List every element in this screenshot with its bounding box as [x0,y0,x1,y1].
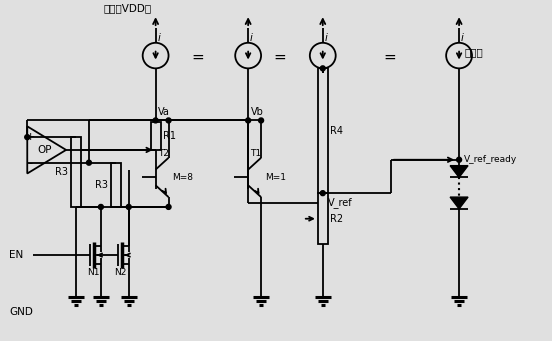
Circle shape [153,118,158,123]
Text: T2: T2 [158,149,168,158]
Text: R3: R3 [95,180,108,190]
Text: T1: T1 [250,149,261,158]
Text: Vb: Vb [251,107,264,118]
Text: 电源（VDD）: 电源（VDD） [104,3,152,13]
Polygon shape [450,166,468,177]
Circle shape [98,205,103,209]
Text: R4: R4 [330,126,343,136]
Circle shape [320,66,325,71]
Circle shape [166,205,171,209]
Text: i: i [250,33,253,43]
Text: V_ref_ready: V_ref_ready [464,155,517,164]
Circle shape [126,205,131,209]
Bar [151,122,161,150]
Circle shape [258,118,263,123]
Text: =: = [383,50,396,65]
Text: R2: R2 [330,214,343,224]
Polygon shape [450,197,468,209]
Circle shape [87,160,92,165]
Text: 电流源: 电流源 [464,48,483,58]
Text: =: = [191,50,204,65]
Text: i: i [325,33,328,43]
Text: R3: R3 [55,167,68,177]
Circle shape [246,118,251,123]
Circle shape [320,191,325,196]
Text: V_ref: V_ref [328,197,352,208]
Text: R1: R1 [163,131,176,141]
Text: EN: EN [9,250,24,260]
Text: -: - [28,158,32,168]
Circle shape [25,135,30,139]
Bar [318,193,328,244]
Circle shape [166,118,171,123]
Text: N2: N2 [115,268,127,277]
Circle shape [457,157,461,162]
Bar [111,163,121,207]
Text: N1: N1 [87,268,99,277]
Text: =: = [274,50,286,65]
Text: M=8: M=8 [173,173,194,182]
Text: +: + [25,132,35,142]
Text: M=1: M=1 [265,173,286,182]
Text: GND: GND [9,307,33,317]
Text: i: i [158,33,161,43]
Text: OP: OP [37,145,51,155]
Bar [318,68,328,193]
Text: Va: Va [158,107,169,118]
Bar [71,137,81,207]
Text: i: i [461,33,464,43]
